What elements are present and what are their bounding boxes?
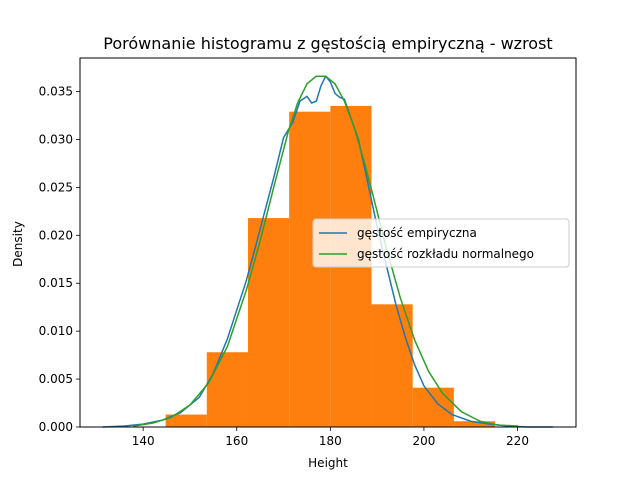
y-tick-label-0: 0.000 (39, 420, 73, 434)
y-tick-label-2: 0.010 (39, 324, 73, 338)
legend-box (312, 218, 570, 268)
y-axis-ticks: 0.000 0.005 0.010 0.015 0.020 0.025 0.030 0.035 (39, 85, 80, 434)
plot-area: 140 160 180 200 220 0.000 0.005 0.010 0.015 0.02… (39, 57, 577, 448)
y-tick-label-7: 0.035 (39, 85, 73, 99)
legend-label-normal: gęstość rozkładu normalnego (357, 247, 534, 261)
y-axis-label: Density (11, 221, 25, 267)
legend: gęstość empiryczna gęstość rozkładu norm… (312, 218, 570, 268)
histogram-bar-7 (453, 421, 496, 427)
y-tick-label-5: 0.025 (39, 180, 73, 194)
x-axis-ticks: 140 160 180 200 220 (132, 427, 529, 448)
histogram-bars (165, 105, 496, 427)
y-tick-label-6: 0.030 (39, 132, 73, 146)
histogram-bar-1 (206, 352, 248, 427)
histogram-bar-3 (289, 111, 331, 427)
density-lines (102, 75, 554, 428)
legend-label-empirical: gęstość empiryczna (357, 226, 477, 240)
x-axis-label: Height (308, 456, 348, 470)
histogram-bar-6 (412, 387, 454, 427)
x-tick-label-0: 140 (132, 434, 155, 448)
axes-frame (79, 57, 577, 428)
x-tick-label-2: 180 (319, 434, 342, 448)
y-tick-label-3: 0.015 (39, 276, 73, 290)
y-tick-label-1: 0.005 (39, 372, 73, 386)
x-tick-label-4: 220 (506, 434, 529, 448)
x-tick-label-1: 160 (225, 434, 248, 448)
series-line-1 (133, 75, 519, 427)
y-tick-label-4: 0.020 (39, 228, 73, 242)
x-tick-label-3: 200 (412, 434, 435, 448)
chart-title: Porównanie histogramu z gęstością empiry… (103, 34, 552, 53)
histogram-bar-2 (247, 218, 290, 427)
histogram-bar-0 (165, 414, 207, 427)
histogram-bar-5 (371, 304, 413, 427)
